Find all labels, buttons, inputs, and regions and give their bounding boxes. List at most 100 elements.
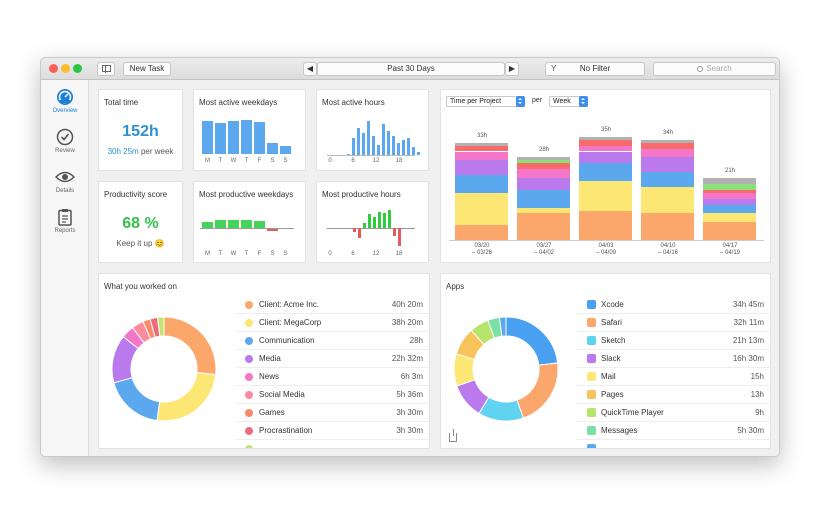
time-per-project-card: Time per Project per Week 33h 03/20– 03/2… [440, 89, 771, 263]
app-row[interactable]: Slack 16h 30m [577, 350, 772, 368]
hour-bar [367, 121, 370, 155]
app-row[interactable]: Pages 13h [577, 386, 772, 404]
project-duration: 3h 30m [396, 426, 423, 435]
hour-bar [368, 213, 371, 228]
weekday-bar [241, 119, 252, 154]
sidebar-item-review[interactable]: Review [41, 128, 89, 164]
app-row[interactable]: Messages 5h 30m [577, 422, 772, 440]
card-title: Productivity score [104, 190, 168, 199]
project-row[interactable]: Client: Acme Inc. 40h 20m [235, 296, 431, 314]
dimension-select[interactable]: Time per Project [446, 96, 525, 107]
donut-slice[interactable] [163, 316, 217, 376]
close-button[interactable] [49, 64, 58, 73]
card-title: Total time [104, 98, 139, 107]
app-row[interactable]: Xcode 34h 45m [577, 296, 772, 314]
donut-slice[interactable] [498, 316, 507, 337]
hour-bar [388, 210, 391, 228]
app-row[interactable]: Safari 32h 11m [577, 314, 772, 332]
sidebar-item-label: Overview [52, 108, 78, 114]
color-dot [245, 427, 253, 435]
search-input[interactable]: Search [653, 62, 776, 76]
sidebar-item-overview[interactable]: Overview [41, 88, 89, 124]
app-row[interactable]: QuickTime Player 9h [577, 404, 772, 422]
project-duration: 28h [409, 336, 423, 345]
hour-bar [393, 228, 396, 237]
stacked-bar-segment [455, 145, 508, 152]
bar-total-label: 28h [538, 147, 549, 154]
date-range-label[interactable]: Past 30 Days [317, 62, 505, 76]
app-duration: 32h 11m [733, 318, 764, 327]
clipboard-icon [58, 209, 72, 226]
project-row[interactable]: Media 22h 32m [235, 350, 431, 368]
week-range-label: 03/27– 04/02 [517, 243, 571, 257]
app-row[interactable]: Mail 15h [577, 368, 772, 386]
stacked-bar-segment [579, 139, 632, 146]
donut-slice[interactable] [516, 362, 559, 419]
weekday-label: S [270, 251, 275, 257]
project-duration: 3h 30m [396, 408, 423, 417]
project-duration: 38h 20m [391, 318, 423, 327]
weekday-label: T [218, 251, 223, 257]
hour-tick-label: 6 [351, 251, 355, 257]
project-row[interactable] [235, 440, 431, 448]
project-name: Client: Acme Inc. [259, 300, 320, 309]
weekday-bar [215, 122, 226, 154]
donut-slice[interactable] [113, 377, 161, 422]
project-row[interactable]: Social Media 5h 36m [235, 386, 431, 404]
bar-total-label: 33h [476, 132, 487, 139]
apps-list: Xcode 34h 45m Safari 32h 11m Sketch 21h 13m Sl… [577, 296, 772, 448]
weekday-bar [241, 219, 252, 228]
sidebar: Overview Review Details Repor [41, 80, 89, 456]
hour-bar [378, 211, 381, 228]
hour-tick-label: 12 [372, 158, 380, 164]
period-select[interactable]: Week [549, 96, 588, 107]
filter-button[interactable]: Y No Filter [545, 62, 645, 76]
color-dot [245, 409, 253, 417]
week-range-line: – 04/19 [719, 250, 741, 256]
donut-slice[interactable] [156, 372, 217, 422]
card-title: Most productive hours [322, 190, 401, 199]
sidebar-item-reports[interactable]: Reports [41, 208, 89, 244]
share-icon[interactable] [449, 429, 457, 442]
donut-slice[interactable] [505, 316, 559, 366]
previous-range-button[interactable]: ◀ [303, 62, 317, 76]
hour-bar [373, 217, 376, 228]
hour-bar [387, 131, 390, 155]
stacked-bar-segment [641, 186, 694, 214]
new-task-button[interactable]: New Task [123, 62, 171, 76]
project-row[interactable]: News 6h 3m [235, 368, 431, 386]
project-row[interactable]: Procrastination 3h 30m [235, 422, 431, 440]
project-name: Client: MegaCorp [259, 318, 322, 327]
hour-bar [362, 132, 365, 155]
app-row[interactable]: Sketch 21h 13m [577, 332, 772, 350]
per-week-value: 30h 25m [107, 147, 139, 156]
next-range-button[interactable]: ▶ [505, 62, 519, 76]
per-label: per [532, 97, 543, 104]
sidebar-item-details[interactable]: Details [41, 168, 89, 204]
hour-bar [353, 228, 356, 232]
hour-bar [377, 144, 380, 155]
stacked-bar-segment [517, 169, 570, 179]
zoom-button[interactable] [73, 64, 82, 73]
project-row[interactable]: Games 3h 30m [235, 404, 431, 422]
minimize-button[interactable] [61, 64, 70, 73]
productivity-value: 68 % [122, 215, 159, 232]
week-range-line: 03/27 [536, 243, 552, 249]
weekday-label: T [244, 251, 249, 257]
hour-bar [412, 146, 415, 155]
week-range-line: – 04/16 [657, 250, 679, 256]
app-row[interactable] [577, 440, 772, 448]
active-weekdays-card: Most active weekdays M T W T F S S [193, 89, 306, 171]
week-range-line: – 04/09 [595, 250, 617, 256]
sidebar-toggle-button[interactable] [97, 62, 115, 76]
project-row[interactable]: Communication 28h [235, 332, 431, 350]
week-range-label: 04/17– 04/19 [703, 243, 757, 257]
project-row[interactable]: Client: MegaCorp 38h 20m [235, 314, 431, 332]
donut-slice[interactable] [156, 316, 165, 337]
app-name: Slack [601, 354, 621, 363]
worked-on-card: What you worked on Client: Acme Inc. 40h … [98, 273, 431, 449]
stacked-bar-segment [455, 160, 508, 176]
stacked-bar-segment [579, 136, 632, 140]
per-week-suffix: per week [140, 147, 174, 156]
app-name: Messages [601, 426, 638, 435]
